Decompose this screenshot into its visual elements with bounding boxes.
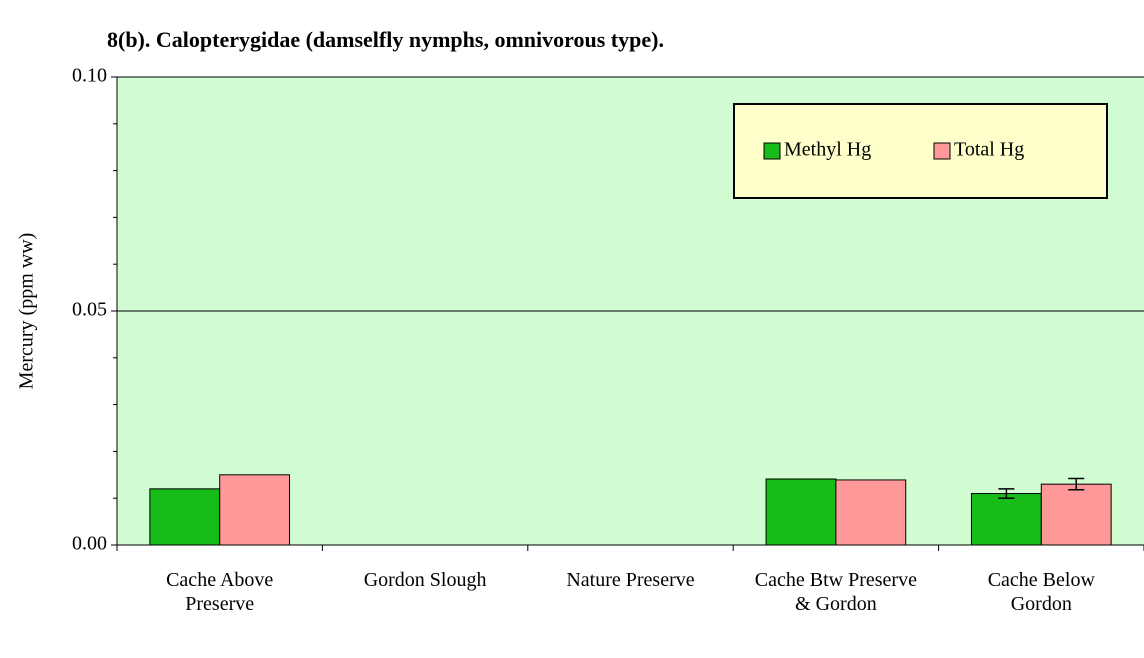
bar bbox=[1040, 483, 1112, 546]
legend-swatch bbox=[763, 142, 781, 160]
chart-title: 8(b). Calopterygidae (damselfly nymphs, … bbox=[107, 27, 664, 52]
x-tick-label: Cache Below Gordon bbox=[987, 569, 1095, 615]
bar bbox=[765, 478, 837, 546]
x-tick-label: Nature Preserve bbox=[566, 569, 695, 591]
y-tick-label: 0.05 bbox=[72, 299, 107, 321]
error-bar bbox=[998, 488, 1015, 499]
legend-label: Methyl Hg bbox=[784, 139, 871, 161]
x-tick-label: Gordon Slough bbox=[363, 569, 487, 591]
bar bbox=[835, 479, 907, 546]
legend-label: Total Hg bbox=[954, 139, 1024, 161]
x-tick-label: Cache Above Preserve bbox=[166, 569, 274, 615]
bar bbox=[970, 493, 1042, 546]
bar bbox=[149, 488, 221, 546]
y-tick-label: 0.10 bbox=[72, 65, 107, 87]
y-tick-label: 0.00 bbox=[72, 533, 107, 555]
bar bbox=[219, 474, 291, 546]
legend-box bbox=[733, 103, 1108, 199]
legend-swatch bbox=[933, 142, 951, 160]
y-axis-label: Mercury (ppm ww) bbox=[16, 233, 38, 390]
error-bar bbox=[1068, 477, 1085, 491]
x-tick-label: Cache Btw Preserve & Gordon bbox=[754, 569, 917, 615]
